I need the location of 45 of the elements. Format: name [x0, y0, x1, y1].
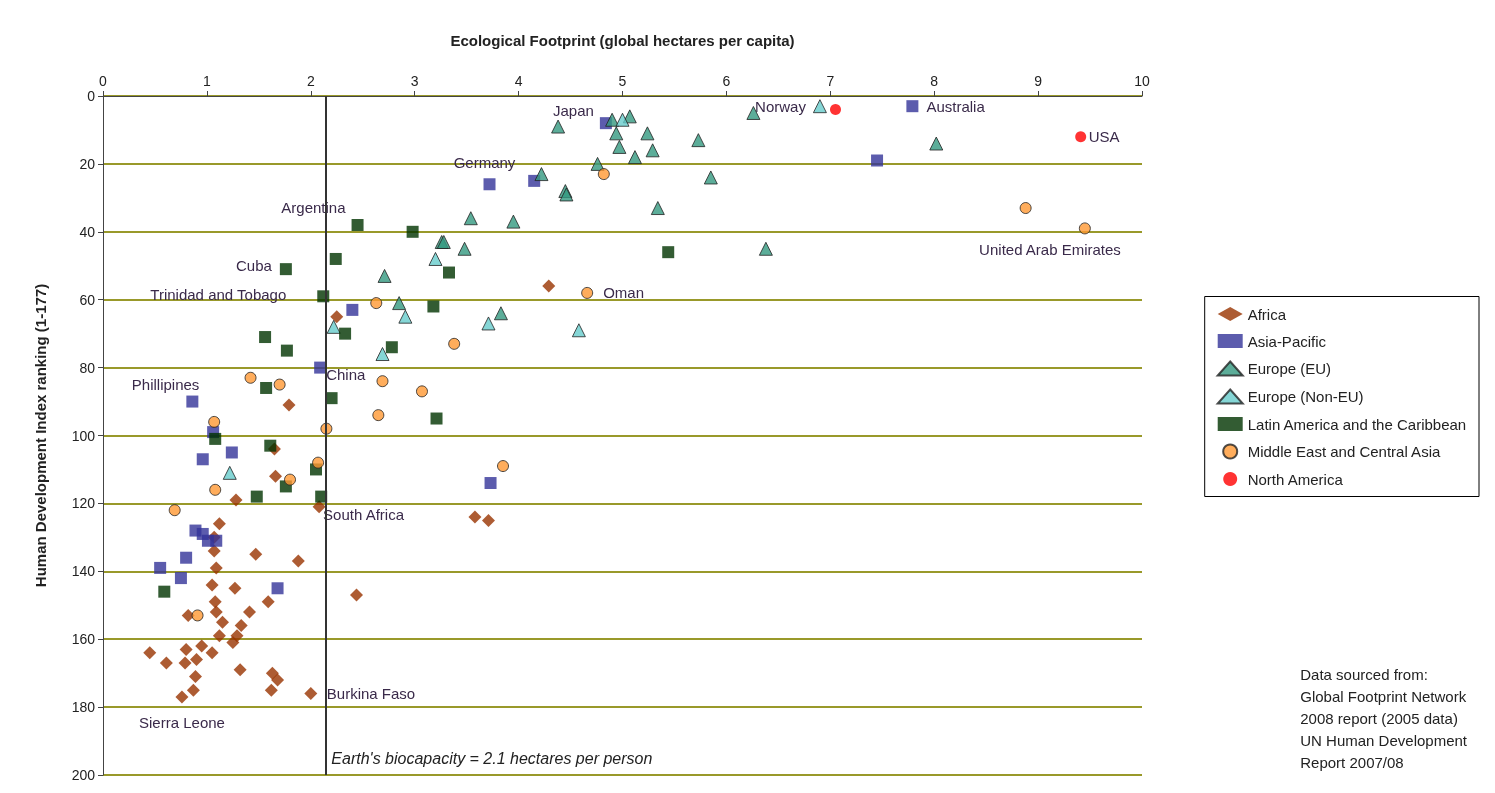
annotation: Trinidad and Tobago	[150, 285, 287, 303]
x-tick-label: 4	[514, 73, 523, 89]
y-axis-title: Human Development Index ranking (1-177)	[32, 283, 49, 588]
annotation: Australia	[926, 97, 986, 115]
y-tick-label: 140	[71, 563, 96, 580]
y-tick-label: 200	[71, 767, 96, 783]
annotation: China	[326, 366, 366, 384]
annotation: Sierra Leone	[139, 714, 225, 732]
y-tick-label: 160	[71, 631, 96, 648]
legend-label: Latin America and the Caribbean	[1247, 415, 1467, 433]
y-tick-label: 120	[71, 495, 96, 512]
y-tick-label: 20	[79, 155, 96, 172]
x-tick-label: 6	[722, 73, 731, 89]
annotation: Burkina Faso	[326, 685, 416, 703]
annotation: Japan	[553, 101, 594, 119]
legend-label: Africa	[1247, 305, 1287, 323]
legend-label: Europe (EU)	[1247, 360, 1332, 377]
x-tick-label: 10	[1134, 73, 1150, 89]
x-tick-label: 2	[306, 73, 315, 89]
y-tick-label: 40	[79, 223, 96, 240]
annotation: Phillipines	[131, 376, 200, 394]
legend-label: Europe (Non-EU)	[1247, 388, 1364, 405]
x-axis-title: Ecological Footprint (global hectares per capita)	[450, 32, 795, 49]
annotation: United Arab Emirates	[979, 240, 1121, 258]
x-tick-label: 0	[99, 73, 108, 89]
y-tick-label: 80	[79, 359, 96, 376]
annotation: Cuba	[236, 256, 273, 274]
ref-line-label: Earth's biocapacity = 2.1 hectares per person	[331, 749, 653, 767]
annotation: USA	[1088, 128, 1120, 146]
x-tick-label: 7	[826, 73, 835, 89]
y-tick-label: 60	[79, 291, 96, 308]
x-tick-label: 3	[410, 73, 419, 89]
y-tick-label: 100	[71, 427, 96, 444]
annotation: Oman	[603, 284, 645, 302]
annotation: Norway	[755, 97, 807, 115]
x-tick-label: 5	[618, 73, 627, 89]
legend-label: Middle East and Central Asia	[1247, 443, 1441, 460]
x-tick-label: 9	[1034, 73, 1043, 89]
x-tick-label: 8	[930, 73, 939, 89]
legend-label: Asia-Pacific	[1247, 332, 1327, 350]
text: Data sourced from: Global Footprint Network 2008 report (2005 data) UN Human Development Report 2007/08	[1300, 665, 1468, 771]
x-tick-label: 1	[203, 73, 211, 89]
y-tick-label: 0	[87, 88, 96, 104]
y-tick-label: 180	[71, 699, 96, 716]
legend-label: North America	[1247, 470, 1344, 488]
